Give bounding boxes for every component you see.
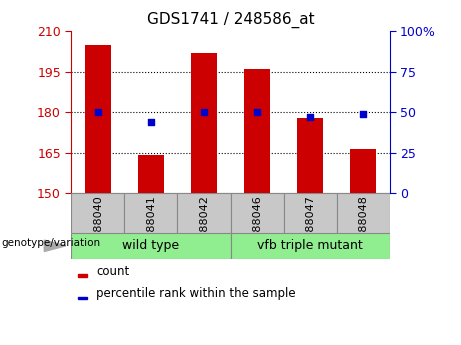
Bar: [85, 45, 111, 193]
Text: percentile rank within the sample: percentile rank within the sample: [96, 287, 296, 300]
Bar: [244, 69, 270, 193]
Text: genotype/variation: genotype/variation: [1, 238, 100, 248]
Point: [254, 109, 261, 115]
Polygon shape: [44, 240, 66, 252]
Bar: [71, 233, 230, 259]
Point: [306, 114, 313, 120]
Text: GSM88046: GSM88046: [252, 195, 262, 256]
Bar: [350, 149, 376, 193]
Bar: [138, 155, 164, 193]
Text: count: count: [96, 265, 130, 278]
Point: [148, 119, 155, 125]
Bar: [297, 118, 323, 193]
Point: [94, 109, 101, 115]
Bar: [177, 193, 230, 233]
Bar: [284, 193, 337, 233]
Text: vfb triple mutant: vfb triple mutant: [257, 239, 363, 252]
Point: [359, 111, 366, 117]
Title: GDS1741 / 248586_at: GDS1741 / 248586_at: [147, 12, 314, 28]
Bar: [230, 233, 390, 259]
Bar: [124, 193, 177, 233]
Text: GSM88047: GSM88047: [305, 195, 315, 256]
Bar: [78, 297, 87, 299]
Text: GSM88041: GSM88041: [146, 195, 156, 256]
Bar: [230, 193, 284, 233]
Text: GSM88040: GSM88040: [93, 195, 103, 256]
Bar: [78, 275, 87, 277]
Text: wild type: wild type: [123, 239, 179, 252]
Text: GSM88048: GSM88048: [358, 195, 368, 256]
Bar: [191, 53, 217, 193]
Bar: [337, 193, 390, 233]
Text: GSM88042: GSM88042: [199, 195, 209, 256]
Bar: [71, 193, 124, 233]
Point: [200, 109, 207, 115]
